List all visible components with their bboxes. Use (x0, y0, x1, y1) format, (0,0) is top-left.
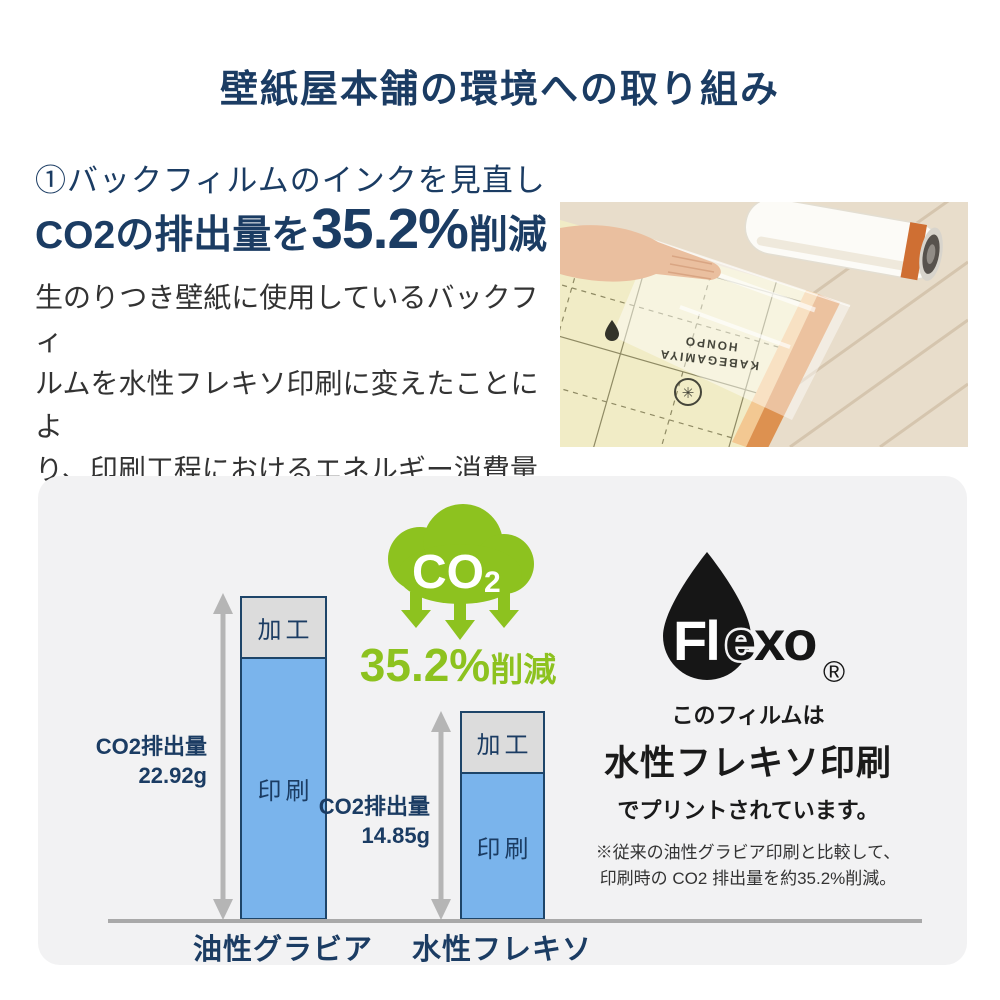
product-photo: KABEGAMIYA HONPO ✳ (560, 202, 968, 447)
bar-flexo-segment-printing: 印刷 (462, 774, 543, 918)
chart-card: CO2 35.2%削減 加工 印刷 加工 印刷 CO2排出量 22.92g CO… (38, 476, 967, 966)
co2-headline-prefix: CO2の排出量を (35, 214, 311, 257)
x-label-flexo: 水性フレキソ (411, 934, 592, 966)
page-title: 壁紙屋本舗の環境への取り組み (219, 69, 780, 111)
flexo-logo-exo: exo (725, 609, 816, 672)
flexo-logo-fl: Fl (673, 609, 719, 672)
co2-cloud-icon: CO2 (388, 504, 534, 640)
paper-edge-orange (746, 294, 840, 447)
film-stamp-icon (674, 378, 702, 406)
reduction-label: 35.2%削減 (328, 638, 588, 692)
registered-mark: ® (823, 656, 845, 687)
bar-flexo: 加工 印刷 (460, 711, 545, 920)
paper-edge-light (732, 290, 818, 447)
reduction-percent: 35.2% (359, 639, 491, 691)
film-highlights (651, 239, 851, 349)
reduction-suffix: 削減 (490, 651, 557, 688)
x-axis-line (108, 919, 922, 923)
wallpaper-roll (744, 202, 943, 281)
bar-gravure-segment-printing: 印刷 (242, 659, 325, 918)
film-brand-line2: HONPO (683, 334, 738, 354)
paper-drop-mark (605, 320, 619, 341)
statement-line1: このフィルムは (671, 703, 825, 728)
bar-flexo-segment-processing: 加工 (462, 713, 543, 774)
bar-gravure: 加工 印刷 (240, 596, 327, 920)
transparent-film (612, 240, 850, 420)
flexo-drop-icon (663, 552, 751, 680)
measure-arrow-flexo (431, 711, 451, 920)
film-statement: このフィルムは 水性フレキソ印刷 でプリントされています。 ※従来の油性グラビア… (583, 698, 913, 892)
statement-line2: 水性フレキソ印刷 (603, 744, 892, 783)
statement-line3: でプリントされています。 (617, 798, 879, 823)
co2-headline-suffix: 削減 (468, 214, 547, 257)
cloud-co2-text: CO2 (412, 546, 501, 599)
value-label-gravure: CO2排出量 22.92g (95, 734, 207, 788)
co2-reduction-headline: CO2の排出量を 35.2% 削減 (35, 196, 547, 262)
measure-arrow-gravure (213, 593, 233, 920)
flexo-logo: Fl exo ® (663, 552, 845, 687)
value-label-flexo: CO2排出量 14.85g (318, 794, 430, 848)
product-photo-illustration: KABEGAMIYA HONPO ✳ (560, 202, 968, 447)
footnote: ※従来の油性グラビア印刷と比較して、 印刷時の CO2 排出量を約35.2%削減… (595, 843, 901, 888)
hand (560, 225, 721, 282)
x-label-gravure: 油性グラビア (192, 934, 373, 966)
bar-gravure-segment-processing: 加工 (242, 598, 325, 659)
co2-headline-percent: 35.2% (311, 197, 469, 261)
film-stamp-glyph: ✳ (682, 385, 695, 402)
step-heading: ①バックフィルムのインクを見直し (35, 163, 546, 198)
